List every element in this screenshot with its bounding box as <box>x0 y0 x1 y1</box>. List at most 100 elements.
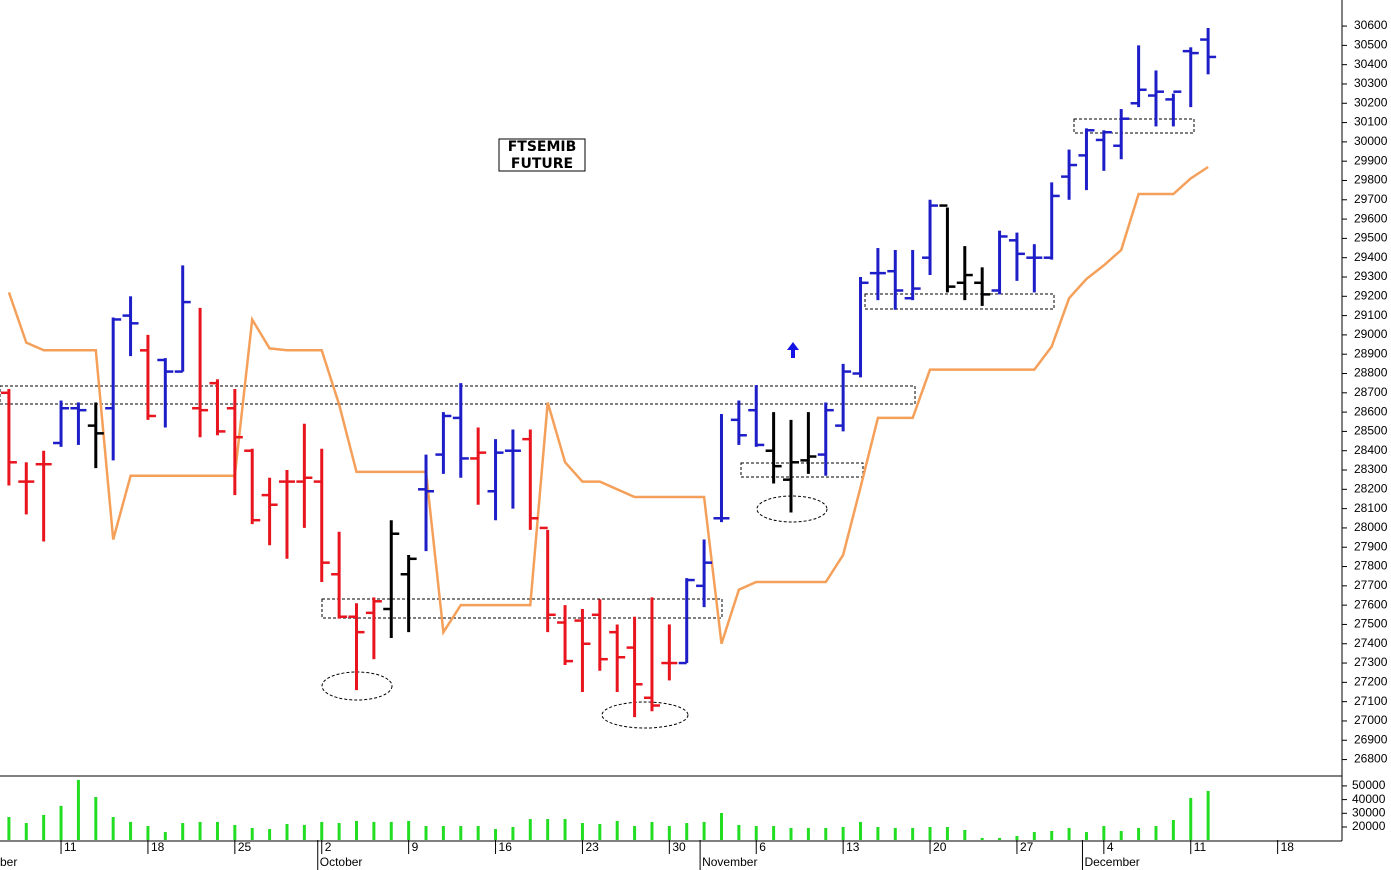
x-tick-label: 6 <box>759 840 766 854</box>
volume-bar <box>945 826 949 840</box>
volume-bar <box>563 819 567 840</box>
volume-bar <box>546 819 550 840</box>
y-tick-label: 30300 <box>1354 76 1388 90</box>
month-label: October <box>320 855 363 869</box>
volume-bar <box>528 819 532 840</box>
volume-bar <box>215 821 219 840</box>
month-label: ber <box>0 855 17 869</box>
volume-bar <box>7 816 11 840</box>
y-tick-label: 28000 <box>1354 520 1388 534</box>
y-tick-label: 27600 <box>1354 597 1388 611</box>
volume-bar <box>302 824 306 840</box>
volume-bar <box>824 827 828 840</box>
volume-bar <box>1067 827 1071 840</box>
volume-bar <box>494 829 498 840</box>
volume-bar <box>459 826 463 840</box>
support-box <box>321 598 723 619</box>
y-tick-label: 29500 <box>1354 231 1388 245</box>
volume-bar <box>407 820 411 840</box>
volume-bar <box>963 830 967 840</box>
y-tick-label: 28100 <box>1354 501 1388 515</box>
x-tick-label: 20 <box>933 840 947 854</box>
y-tick-label: 26900 <box>1354 732 1388 746</box>
y-tick-label: 29300 <box>1354 269 1388 283</box>
volume-bar <box>511 826 515 840</box>
chart-title: FUTURE <box>511 156 573 172</box>
x-tick-label: 18 <box>1281 840 1295 854</box>
volume-bar <box>198 821 202 840</box>
x-tick-label: 16 <box>499 840 513 854</box>
y-tick-label: 28200 <box>1354 481 1388 495</box>
support-box <box>1073 118 1195 134</box>
volume-bar <box>1050 830 1054 840</box>
volume-bar <box>1102 826 1106 840</box>
volume-bar <box>633 826 637 840</box>
volume-bar <box>737 824 741 840</box>
volume-bar <box>1032 832 1036 840</box>
volume-bar <box>129 821 133 840</box>
volume-bar <box>42 814 46 840</box>
support-box <box>0 385 916 405</box>
volume-bar <box>476 826 480 840</box>
x-tick-label: 9 <box>412 840 419 854</box>
volume-tick-label: 20000 <box>1352 819 1386 833</box>
volume-bar <box>59 805 63 840</box>
volume-bar <box>268 829 272 840</box>
volume-bar <box>337 823 341 840</box>
y-tick-label: 28500 <box>1354 424 1388 438</box>
x-tick-label: 25 <box>238 840 252 854</box>
volume-bar <box>285 823 289 840</box>
volume-bar <box>685 823 689 840</box>
x-tick-label: 11 <box>64 840 77 854</box>
volume-bar <box>320 821 324 840</box>
y-tick-label: 30600 <box>1354 18 1388 32</box>
y-tick-label: 27100 <box>1354 694 1388 708</box>
y-tick-label: 28600 <box>1354 404 1388 418</box>
volume-bar <box>980 837 984 840</box>
y-tick-label: 27400 <box>1354 636 1388 650</box>
y-tick-label: 27000 <box>1354 713 1388 727</box>
volume-bar <box>1206 790 1210 840</box>
volume-bar <box>250 827 254 840</box>
volume-bar <box>806 827 810 840</box>
volume-bar <box>111 816 115 840</box>
volume-bar <box>772 826 776 840</box>
volume-bar <box>94 796 98 840</box>
y-tick-label: 29100 <box>1354 308 1388 322</box>
volume-bar <box>615 820 619 840</box>
x-tick-label: 13 <box>846 840 860 854</box>
volume-bar <box>76 779 80 840</box>
y-tick-label: 28800 <box>1354 366 1388 380</box>
low-ellipse <box>756 495 828 523</box>
support-box <box>740 462 864 478</box>
x-tick-label: 11 <box>1194 840 1207 854</box>
y-tick-label: 30200 <box>1354 95 1388 109</box>
y-tick-label: 27300 <box>1354 655 1388 669</box>
volume-bar <box>580 823 584 840</box>
volume-bar <box>424 826 428 840</box>
title-box <box>498 138 586 172</box>
volume-bar <box>24 823 28 840</box>
volume-bar <box>859 821 863 840</box>
y-tick-label: 28900 <box>1354 346 1388 360</box>
y-tick-label: 30400 <box>1354 57 1388 71</box>
volume-bar <box>876 826 880 840</box>
volume-bar <box>181 823 185 840</box>
y-tick-label: 29900 <box>1354 153 1388 167</box>
volume-bar <box>1171 820 1175 840</box>
volume-bar <box>389 821 393 840</box>
volume-tick-label: 30000 <box>1352 805 1386 819</box>
y-tick-label: 30500 <box>1354 38 1388 52</box>
up-arrow <box>787 342 799 358</box>
volume-bar <box>372 821 376 840</box>
y-tick-label: 28700 <box>1354 385 1388 399</box>
volume-bar <box>1015 836 1019 840</box>
y-tick-label: 28400 <box>1354 443 1388 457</box>
volume-bar <box>911 827 915 840</box>
y-tick-label: 30000 <box>1354 134 1388 148</box>
x-tick-label: 18 <box>151 840 165 854</box>
x-tick-label: 4 <box>1107 840 1114 854</box>
y-tick-label: 30100 <box>1354 115 1388 129</box>
